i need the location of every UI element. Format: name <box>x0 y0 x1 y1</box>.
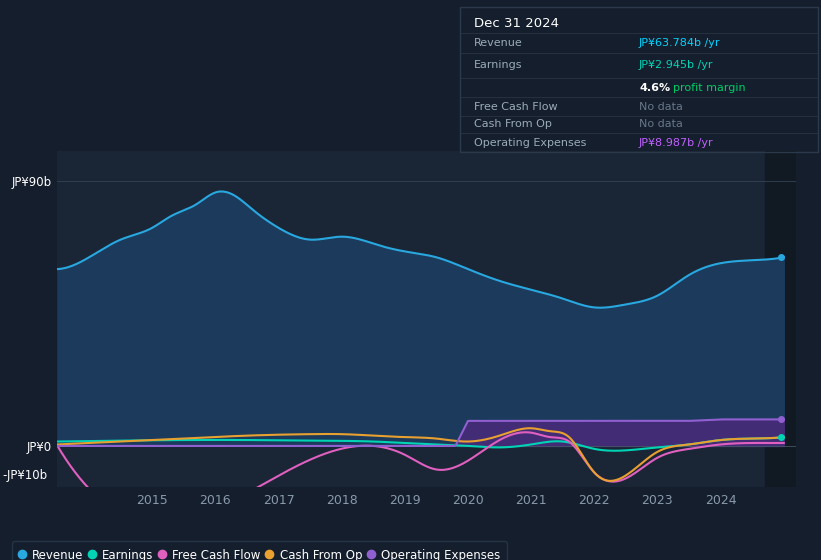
Text: Dec 31 2024: Dec 31 2024 <box>475 17 559 30</box>
Text: Cash From Op: Cash From Op <box>475 119 553 129</box>
Text: Revenue: Revenue <box>475 38 523 48</box>
Text: 4.6%: 4.6% <box>639 83 670 93</box>
Text: Operating Expenses: Operating Expenses <box>475 138 587 148</box>
Text: profit margin: profit margin <box>673 83 745 93</box>
Text: JP¥8.987b /yr: JP¥8.987b /yr <box>639 138 713 148</box>
Text: No data: No data <box>639 119 683 129</box>
Text: JP¥2.945b /yr: JP¥2.945b /yr <box>639 60 713 70</box>
Bar <box>765 151 796 487</box>
Text: Free Cash Flow: Free Cash Flow <box>475 102 558 112</box>
Text: -JP¥10b: -JP¥10b <box>2 469 47 482</box>
Legend: Revenue, Earnings, Free Cash Flow, Cash From Op, Operating Expenses: Revenue, Earnings, Free Cash Flow, Cash … <box>11 542 507 560</box>
Text: JP¥63.784b /yr: JP¥63.784b /yr <box>639 38 721 48</box>
Text: No data: No data <box>639 102 683 112</box>
Text: Earnings: Earnings <box>475 60 523 70</box>
